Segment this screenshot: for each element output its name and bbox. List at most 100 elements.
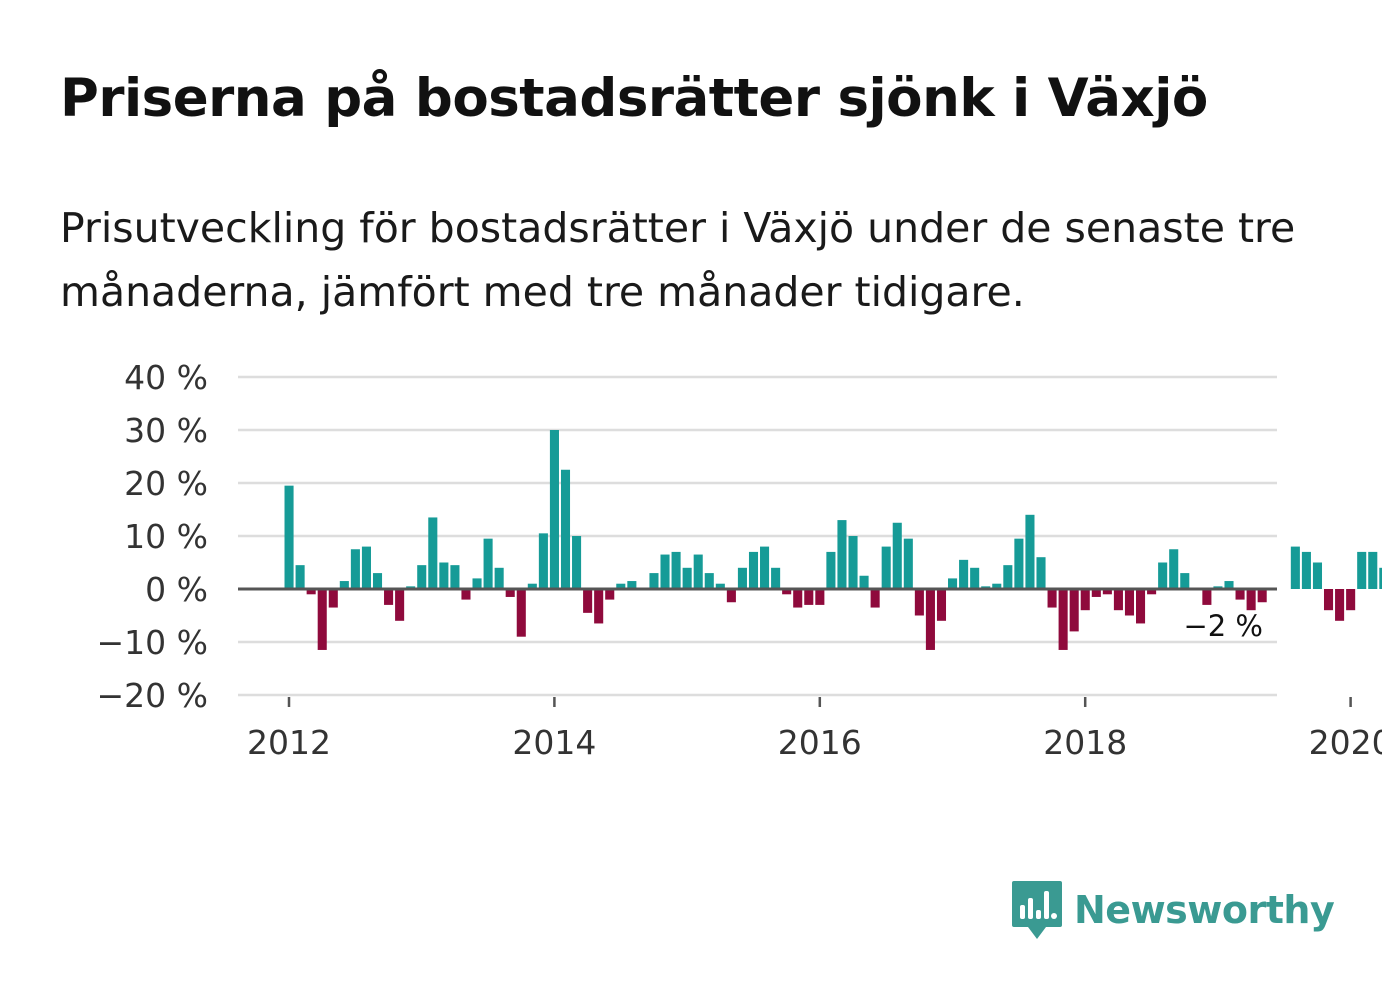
bar: [372, 573, 383, 589]
bar: [361, 546, 371, 589]
bar: [417, 565, 427, 589]
bar: [549, 430, 559, 589]
bar: [693, 554, 703, 589]
bar: [1169, 549, 1179, 589]
bar: [782, 589, 792, 595]
bar: [992, 583, 1002, 589]
bar: [804, 589, 814, 605]
bar: [715, 583, 725, 589]
x-tick-label: 2012: [247, 723, 331, 762]
bar: [970, 567, 980, 589]
bar: [461, 589, 471, 600]
bar: [1025, 514, 1035, 589]
bar: [1014, 538, 1024, 589]
bar: [439, 562, 449, 589]
bar: [1246, 589, 1256, 611]
bar: [1080, 589, 1090, 611]
gridlines: [238, 375, 1277, 697]
bar: [1357, 551, 1367, 589]
bar: [328, 589, 338, 608]
bar: [826, 551, 836, 589]
bar: [793, 589, 803, 608]
bar: [870, 589, 880, 608]
bar: [1368, 551, 1378, 589]
bar: [837, 520, 847, 589]
bar: [1058, 589, 1068, 650]
bar: [594, 589, 604, 624]
bar: [737, 567, 747, 589]
x-axis-ticks: 20122014201620182020202220242026: [247, 697, 1382, 762]
bar: [1102, 589, 1112, 595]
bar: [560, 469, 571, 589]
bar: [1335, 589, 1345, 621]
bar: [494, 567, 504, 589]
newsworthy-logo-icon: [1012, 881, 1062, 939]
bar: [483, 538, 493, 589]
bar: [1091, 589, 1101, 597]
bar: [948, 578, 958, 589]
bar: [914, 589, 924, 616]
bar: [925, 589, 935, 650]
bar: [616, 583, 626, 589]
bar: [671, 551, 681, 589]
bar: [959, 559, 969, 589]
bar: [1301, 551, 1311, 589]
y-tick-label: 10 %: [124, 517, 208, 556]
bar: [1323, 589, 1334, 611]
bar: [936, 589, 947, 621]
bar: [748, 551, 759, 589]
x-tick-label: 2018: [1043, 723, 1127, 762]
bar: [726, 589, 736, 603]
bar: [1047, 589, 1057, 608]
bar: [572, 536, 582, 589]
bar: [1312, 562, 1323, 589]
y-tick-label: 20 %: [124, 464, 208, 503]
bar: [1113, 589, 1123, 611]
bar: [1379, 567, 1382, 589]
bar: [1158, 562, 1168, 589]
bar: [1136, 589, 1146, 624]
newsworthy-logo: Newsworthy: [1010, 878, 1335, 942]
bar: [704, 573, 714, 589]
bar: [516, 589, 526, 637]
bar: [505, 589, 515, 597]
y-tick-label: −20 %: [97, 676, 209, 715]
last-value-annotation: −2 %: [1183, 609, 1263, 643]
bar: [472, 578, 482, 589]
bar: [1235, 589, 1245, 600]
bar: [395, 589, 405, 621]
bar: [892, 522, 902, 589]
bar: [903, 538, 913, 589]
bar: [649, 573, 659, 589]
y-tick-label: −10 %: [97, 623, 209, 662]
chart-subtitle: Prisutveckling för bostadsrätter i Växjö…: [60, 204, 1296, 316]
bar: [1069, 589, 1079, 632]
y-axis-ticks: 40 % 30 % 20 % 10 % 0 % −10 % −20 %: [97, 358, 209, 715]
bar: [1003, 565, 1013, 589]
bar: [350, 549, 360, 589]
bar: [848, 536, 858, 589]
bar: [339, 581, 349, 589]
bar: [1180, 573, 1190, 589]
x-tick-label: 2016: [778, 723, 862, 762]
bar: [1290, 546, 1300, 589]
bar: [384, 589, 394, 605]
bar: [1224, 581, 1234, 589]
bar: [284, 485, 294, 589]
bar: [538, 533, 548, 589]
bars: [284, 430, 1382, 650]
bar: [1202, 589, 1212, 605]
x-tick-label: 2014: [512, 723, 596, 762]
bar: [295, 565, 305, 589]
newsworthy-logo-text: Newsworthy: [1074, 888, 1335, 932]
bar: [1257, 589, 1267, 603]
chart-title: Priserna på bostadsrätter sjönk i Växjö: [60, 68, 1208, 129]
bar: [859, 575, 869, 589]
bar: [317, 589, 327, 650]
bar: [583, 589, 593, 613]
bar: [1346, 589, 1356, 611]
bar: [881, 546, 891, 589]
bar: [306, 589, 316, 595]
bar: [760, 546, 770, 589]
x-tick-label: 2020: [1309, 723, 1382, 762]
